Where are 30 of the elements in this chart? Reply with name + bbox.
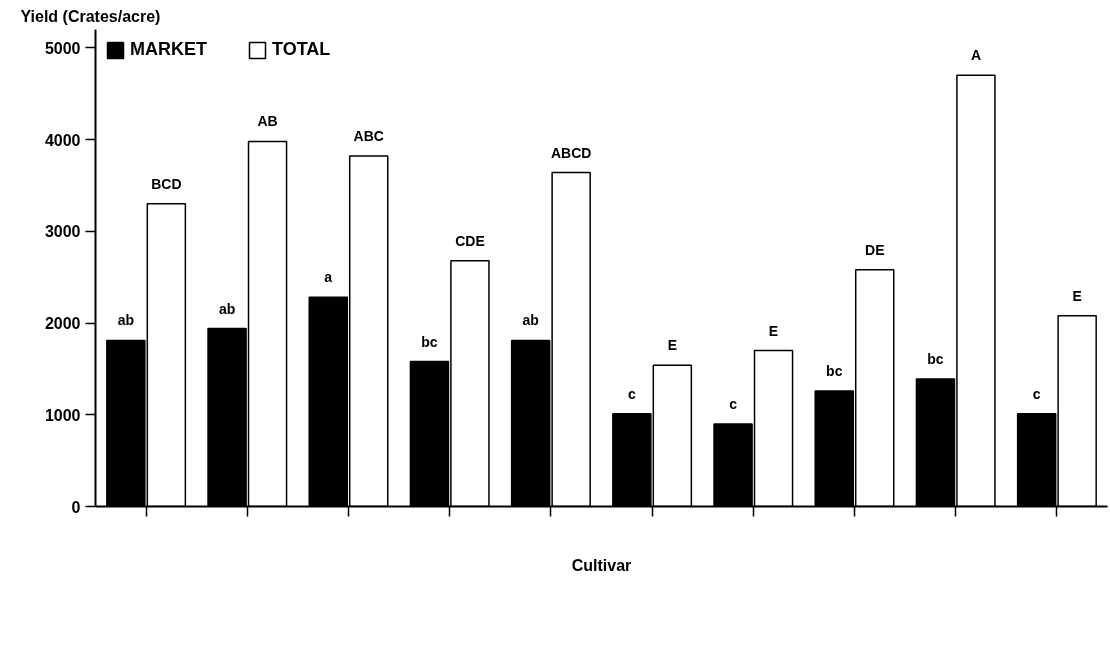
y-tick-label: 0 — [71, 498, 81, 516]
y-tick-label: 5000 — [44, 39, 81, 57]
data-label: BCD — [151, 175, 182, 192]
data-label: E — [1072, 287, 1082, 304]
data-label: CDE — [455, 232, 485, 249]
legend-label: MARKET — [130, 39, 207, 60]
data-label: bc — [826, 362, 843, 379]
data-label: c — [627, 385, 636, 402]
y-tick-label: 2000 — [44, 315, 81, 333]
data-label: c — [1032, 385, 1041, 402]
y-tick-label: 1000 — [44, 406, 81, 424]
legend-label: TOTAL — [272, 39, 331, 60]
y-tick-label: 3000 — [44, 223, 81, 241]
data-label: ab — [117, 312, 135, 329]
x-axis-title: Cultivar — [571, 556, 632, 574]
data-label: AB — [257, 113, 278, 130]
data-label: a — [324, 269, 333, 286]
data-label: A — [970, 47, 982, 64]
data-label: ab — [218, 300, 236, 317]
y-axis-title: Yield (Crates/acre) — [20, 7, 161, 25]
data-label: bc — [927, 350, 944, 367]
data-label: c — [729, 395, 738, 412]
data-label: ABCD — [550, 144, 592, 161]
data-label: E — [768, 322, 779, 339]
data-label: DE — [865, 241, 885, 258]
data-label: bc — [421, 333, 438, 350]
data-label: ab — [522, 312, 539, 329]
data-label: E — [667, 337, 678, 354]
data-label: ABC — [353, 128, 384, 145]
y-tick-label: 4000 — [44, 131, 81, 149]
